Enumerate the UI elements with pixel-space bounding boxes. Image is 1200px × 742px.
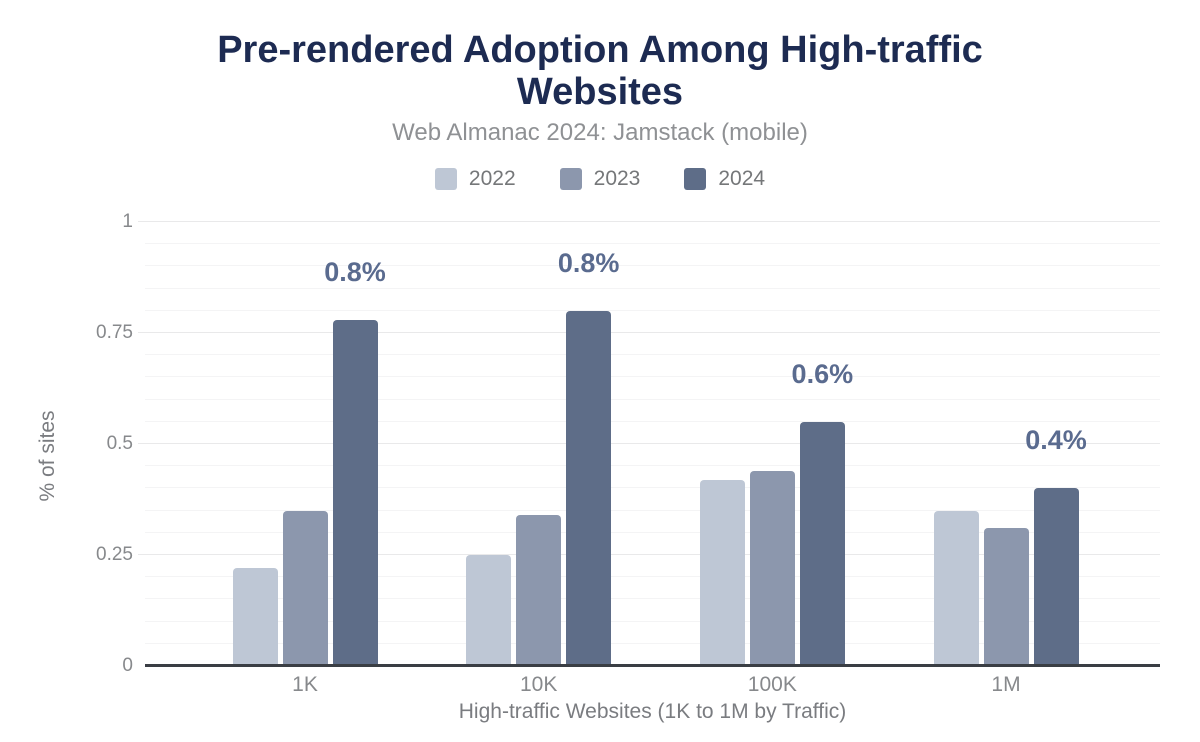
- y-axis-title: % of sites: [36, 410, 59, 502]
- major-gridline: [138, 443, 1160, 444]
- legend-label: 2023: [593, 167, 641, 190]
- major-gridline: [138, 221, 1160, 222]
- y-tick-label-0.5: 0.5: [106, 433, 133, 454]
- x-axis-line: [145, 664, 1160, 667]
- minor-gridline: [145, 420, 1160, 422]
- minor-gridline: [145, 398, 1160, 400]
- minor-gridline: [145, 465, 1160, 467]
- x-tick-label-1K: 1K: [292, 673, 318, 696]
- x-tick-label-1M: 1M: [991, 673, 1021, 696]
- bar-2024-100K: [799, 422, 845, 666]
- major-gridline: [138, 554, 1160, 555]
- x-tick-label-100K: 100K: [747, 673, 797, 696]
- bar-2024-1K: [332, 320, 378, 666]
- bar-2023-1M: [983, 528, 1029, 666]
- legend-item-2024[interactable]: 2024: [684, 167, 765, 191]
- bar-value-label-100K: 0.6%: [791, 359, 854, 389]
- minor-gridline: [145, 487, 1160, 489]
- y-tick-label-0.25: 0.25: [96, 544, 133, 565]
- y-tick-label-0: 0: [122, 655, 133, 676]
- minor-gridline: [145, 243, 1160, 245]
- bar-value-label-1K: 0.8%: [324, 257, 386, 287]
- bar-2024-1M: [1033, 488, 1079, 666]
- major-gridline: [138, 332, 1160, 333]
- legend-item-2022[interactable]: 2022: [434, 167, 516, 191]
- minor-gridline: [145, 620, 1160, 622]
- chart-title: Pre-rendered Adoption Among High-traffic…: [217, 29, 983, 113]
- bar-2023-1K: [282, 511, 328, 666]
- bar-2022-10K: [466, 555, 512, 666]
- legend: 2022 2023 2024: [0, 167, 1200, 191]
- legend-swatch-2022: [434, 168, 457, 190]
- bar-2022-1K: [232, 568, 278, 666]
- minor-gridline: [145, 354, 1160, 356]
- legend-label: 2024: [718, 167, 766, 190]
- minor-gridline: [145, 265, 1160, 267]
- minor-gridline: [145, 509, 1160, 511]
- bar-2024-10K: [566, 311, 612, 666]
- bar-2023-10K: [516, 515, 562, 666]
- minor-gridline: [145, 376, 1160, 378]
- x-tick-label-10K: 10K: [519, 673, 558, 696]
- bar-2022-1M: [933, 511, 979, 666]
- minor-gridline: [145, 531, 1160, 533]
- minor-gridline: [145, 287, 1160, 289]
- chart-subtitle: Web Almanac 2024: Jamstack (mobile): [392, 119, 808, 146]
- legend-swatch-2023: [559, 168, 582, 190]
- minor-gridline: [145, 642, 1160, 644]
- legend-label: 2022: [468, 167, 516, 190]
- bar-2023-100K: [749, 471, 795, 666]
- y-tick-label-0.75: 0.75: [96, 322, 133, 343]
- legend-item-2023[interactable]: 2023: [559, 167, 641, 191]
- legend-swatch-2024: [684, 168, 707, 190]
- bar-value-label-1M: 0.4%: [1025, 425, 1087, 455]
- plot-area: 0.8% 0.8% 0.6% 0.4%: [138, 221, 1160, 667]
- minor-gridline: [145, 598, 1160, 600]
- y-tick-label-1: 1: [122, 211, 133, 232]
- x-axis-title: High-traffic Websites (1K to 1M by Traff…: [458, 700, 847, 723]
- bar-value-label-10K: 0.8%: [557, 248, 620, 278]
- minor-gridline: [145, 309, 1160, 311]
- minor-gridline: [145, 576, 1160, 578]
- bar-2022-100K: [699, 480, 745, 666]
